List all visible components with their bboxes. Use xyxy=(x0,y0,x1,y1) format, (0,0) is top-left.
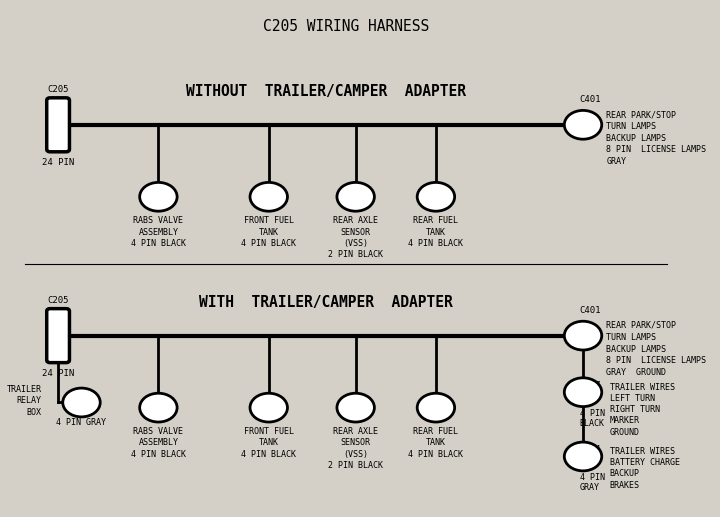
Text: FRONT FUEL: FRONT FUEL xyxy=(244,216,294,225)
Circle shape xyxy=(337,393,374,422)
Text: REAR FUEL: REAR FUEL xyxy=(413,427,459,436)
Text: 2 PIN BLACK: 2 PIN BLACK xyxy=(328,461,383,470)
Text: BACKUP: BACKUP xyxy=(610,469,640,478)
FancyBboxPatch shape xyxy=(47,98,69,152)
Text: GRAY: GRAY xyxy=(580,483,600,492)
Circle shape xyxy=(140,183,177,211)
Text: C205: C205 xyxy=(48,296,69,305)
Text: TANK: TANK xyxy=(258,438,279,448)
Text: TRAILER WIRES: TRAILER WIRES xyxy=(610,383,675,391)
Circle shape xyxy=(140,393,177,422)
Text: BRAKES: BRAKES xyxy=(610,481,640,490)
Text: GRAY: GRAY xyxy=(606,157,626,166)
Circle shape xyxy=(63,388,100,417)
Text: SENSOR: SENSOR xyxy=(341,438,371,448)
Text: C158: C158 xyxy=(148,200,169,208)
Text: 4 PIN GRAY: 4 PIN GRAY xyxy=(56,418,107,427)
Text: TANK: TANK xyxy=(258,227,279,237)
Circle shape xyxy=(250,393,287,422)
Circle shape xyxy=(250,183,287,211)
Text: MARKER: MARKER xyxy=(610,417,640,425)
Text: REAR AXLE: REAR AXLE xyxy=(333,216,378,225)
Text: ASSEMBLY: ASSEMBLY xyxy=(138,227,179,237)
Text: WITHOUT  TRAILER/CAMPER  ADAPTER: WITHOUT TRAILER/CAMPER ADAPTER xyxy=(186,84,466,99)
Circle shape xyxy=(417,393,454,422)
Circle shape xyxy=(564,378,602,406)
Text: RABS VALVE: RABS VALVE xyxy=(133,427,184,436)
Text: 4 PIN BLACK: 4 PIN BLACK xyxy=(131,450,186,459)
Text: REAR PARK/STOP: REAR PARK/STOP xyxy=(606,321,676,330)
FancyBboxPatch shape xyxy=(47,309,69,362)
Text: 4 PIN BLACK: 4 PIN BLACK xyxy=(408,239,464,248)
Text: 24 PIN: 24 PIN xyxy=(42,369,74,378)
Text: C407: C407 xyxy=(580,381,601,390)
Text: FRONT FUEL: FRONT FUEL xyxy=(244,427,294,436)
Text: C424: C424 xyxy=(580,445,601,454)
Text: C404: C404 xyxy=(345,410,366,419)
Text: LEFT TURN: LEFT TURN xyxy=(610,394,654,403)
Text: REAR AXLE: REAR AXLE xyxy=(333,427,378,436)
Circle shape xyxy=(564,321,602,350)
Text: 4 PIN BLACK: 4 PIN BLACK xyxy=(408,450,464,459)
Text: C401: C401 xyxy=(580,306,601,315)
Text: C149: C149 xyxy=(71,405,92,414)
Text: 4 PIN BLACK: 4 PIN BLACK xyxy=(241,239,296,248)
Text: GRAY  GROUND: GRAY GROUND xyxy=(606,368,667,377)
Text: REAR FUEL: REAR FUEL xyxy=(413,216,459,225)
Text: BOX: BOX xyxy=(27,408,41,417)
Text: (VSS): (VSS) xyxy=(343,239,368,248)
Text: C205: C205 xyxy=(48,85,69,94)
Text: C158: C158 xyxy=(148,410,169,419)
Text: TURN LAMPS: TURN LAMPS xyxy=(606,332,657,342)
Text: 8 PIN  LICENSE LAMPS: 8 PIN LICENSE LAMPS xyxy=(606,356,706,366)
Text: 4 PIN BLACK: 4 PIN BLACK xyxy=(131,239,186,248)
Text: TANK: TANK xyxy=(426,227,446,237)
Text: RIGHT TURN: RIGHT TURN xyxy=(610,405,660,414)
Text: 2 PIN BLACK: 2 PIN BLACK xyxy=(328,250,383,259)
Text: C440: C440 xyxy=(258,200,279,208)
Circle shape xyxy=(564,111,602,139)
Text: SENSOR: SENSOR xyxy=(341,227,371,237)
Text: C441: C441 xyxy=(426,200,446,208)
Text: BATTERY CHARGE: BATTERY CHARGE xyxy=(610,458,680,467)
Text: BACKUP LAMPS: BACKUP LAMPS xyxy=(606,134,667,143)
Text: RABS VALVE: RABS VALVE xyxy=(133,216,184,225)
Text: 24 PIN: 24 PIN xyxy=(42,158,74,167)
Circle shape xyxy=(417,183,454,211)
Text: C440: C440 xyxy=(258,410,279,419)
Text: ASSEMBLY: ASSEMBLY xyxy=(138,438,179,448)
Text: (VSS): (VSS) xyxy=(343,450,368,459)
Text: 8 PIN  LICENSE LAMPS: 8 PIN LICENSE LAMPS xyxy=(606,145,706,155)
Text: WITH  TRAILER/CAMPER  ADAPTER: WITH TRAILER/CAMPER ADAPTER xyxy=(199,295,452,310)
Circle shape xyxy=(564,442,602,471)
Text: BACKUP LAMPS: BACKUP LAMPS xyxy=(606,344,667,354)
Text: TRAILER WIRES: TRAILER WIRES xyxy=(610,447,675,456)
Text: GROUND: GROUND xyxy=(610,428,640,437)
Text: 4 PIN BLACK: 4 PIN BLACK xyxy=(241,450,296,459)
Circle shape xyxy=(337,183,374,211)
Text: REAR PARK/STOP: REAR PARK/STOP xyxy=(606,110,676,119)
Text: C401: C401 xyxy=(580,95,601,104)
Text: BLACK: BLACK xyxy=(580,419,605,428)
Text: C441: C441 xyxy=(426,410,446,419)
Text: RELAY: RELAY xyxy=(17,397,41,405)
Text: 4 PIN: 4 PIN xyxy=(580,473,605,482)
Text: TURN LAMPS: TURN LAMPS xyxy=(606,122,657,131)
Text: 4 PIN: 4 PIN xyxy=(580,408,605,418)
Text: C404: C404 xyxy=(345,200,366,208)
Text: C205 WIRING HARNESS: C205 WIRING HARNESS xyxy=(263,19,429,35)
Text: TANK: TANK xyxy=(426,438,446,448)
Text: TRAILER: TRAILER xyxy=(6,385,41,394)
